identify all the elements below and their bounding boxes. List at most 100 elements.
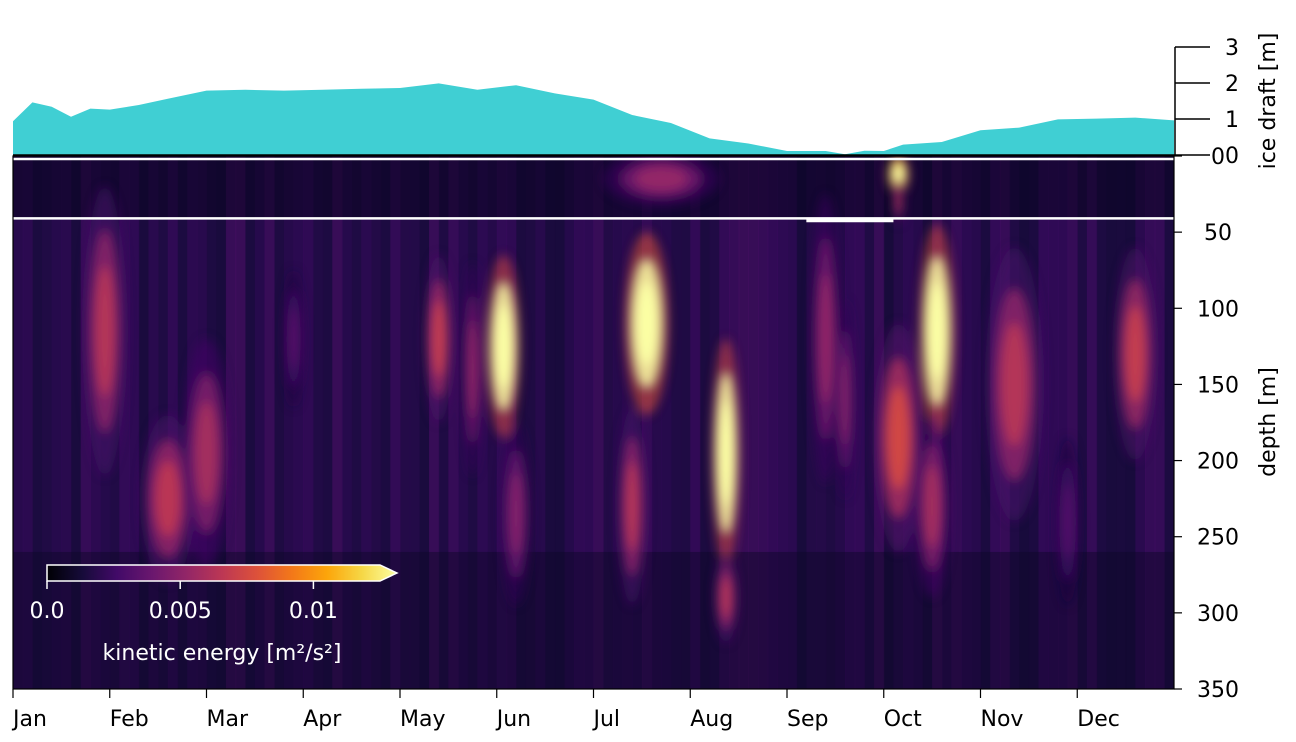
heatmap-stripe — [487, 156, 498, 689]
heatmap-stripe — [641, 156, 653, 689]
energy-blob — [928, 283, 946, 380]
heatmap-stripe — [71, 156, 82, 689]
heatmap-stripe — [1048, 156, 1059, 689]
heatmap-stripe — [371, 156, 382, 689]
depth-axis-label: depth [m] — [1256, 367, 1281, 477]
heatmap-stripe — [419, 156, 430, 689]
month-tick-label: Dec — [1077, 707, 1120, 732]
month-x-ticks: Jan Feb Mar Apr May Jun Jul Aug Sep Oct Nov Dec — [11, 689, 1120, 732]
month-tick-label: Feb — [110, 707, 149, 732]
heatmap-stripe — [13, 156, 24, 689]
heatmap-stripe — [699, 156, 711, 689]
heatmap-stripe — [1106, 156, 1117, 689]
heatmap-stripe — [545, 156, 556, 689]
energy-blob — [819, 273, 833, 404]
heatmap-stripe — [535, 156, 546, 689]
ice-draft-tick-label: 2 — [1225, 72, 1239, 97]
heatmap-stripe — [235, 156, 246, 689]
heatmap-stripe — [854, 156, 865, 689]
heatmap-stripe — [380, 156, 391, 689]
energy-blob — [195, 401, 218, 505]
ice-draft-tick-label: 3 — [1225, 36, 1239, 61]
depth-tick-label: 200 — [1197, 450, 1239, 475]
month-tick-label: Oct — [884, 707, 922, 732]
month-tick-label: May — [400, 707, 445, 732]
heatmap-stripe — [322, 156, 333, 689]
colorbar-tick-label: 0.005 — [149, 599, 212, 624]
energy-blob — [155, 460, 180, 537]
heatmap-stripe — [583, 156, 595, 689]
heatmap-stripe — [758, 156, 769, 689]
heatmap-stripe — [864, 156, 875, 689]
energy-blob — [840, 355, 850, 445]
colorbar-bar — [46, 564, 399, 582]
heatmap-stripe — [980, 156, 991, 689]
colorbar: 0.0 0.005 0.01 kinetic energy [m²/s²] — [30, 564, 399, 666]
colorbar-tick-label: 0.01 — [289, 599, 338, 624]
depth-tick-label: 50 — [1204, 221, 1232, 246]
heatmap-white-lines — [13, 157, 1174, 223]
heatmap-stripe — [970, 156, 982, 689]
heatmap-stripe — [1057, 156, 1069, 689]
heatmap-stripe — [245, 156, 256, 689]
heatmap-stripe — [1096, 156, 1107, 689]
heatmap-stripe — [225, 156, 237, 689]
energy-blob — [625, 461, 639, 551]
energy-blob — [720, 577, 732, 619]
heatmap-stripe — [138, 156, 150, 689]
heatmap-canvas — [13, 156, 1174, 689]
energy-blob — [1001, 322, 1028, 447]
heatmap-stripe — [554, 156, 566, 689]
heatmap-stripe — [796, 156, 807, 689]
heatmap-stripe — [767, 156, 778, 689]
heatmap-stripe — [148, 156, 159, 689]
heatmap-stripe — [1164, 156, 1174, 689]
energy-blob — [468, 321, 477, 418]
energy-blob — [432, 301, 446, 377]
colorbar-ticks: 0.0 0.005 0.01 — [30, 581, 338, 624]
month-tick-label: Jan — [11, 707, 47, 732]
month-tick-label: Jul — [592, 707, 621, 732]
heatmap-stripe — [51, 156, 62, 689]
heatmap-stripe — [680, 156, 691, 689]
energy-blob — [1062, 483, 1073, 560]
heatmap-energy-blobs — [83, 156, 1157, 644]
heatmap-stripe — [400, 156, 411, 689]
energy-blob — [635, 166, 688, 192]
heatmap-surface-shade — [13, 156, 1174, 219]
month-tick-label: Aug — [690, 707, 733, 732]
heatmap-stripe — [806, 156, 817, 689]
depth-tick-label: 300 — [1197, 602, 1239, 627]
heatmap-stripe — [477, 156, 488, 689]
ice-draft-axis-label: ice draft [m] — [1256, 33, 1281, 170]
heatmap-stripe — [332, 156, 343, 689]
heatmap-stripe — [61, 156, 72, 689]
heatmap-stripe — [409, 156, 420, 689]
depth-tick-label: 0 — [1211, 145, 1225, 170]
energy-blob — [1125, 306, 1145, 402]
heatmap-stripe — [961, 156, 972, 689]
heatmap-stripe — [80, 156, 91, 689]
energy-blob — [289, 307, 298, 370]
heatmap-stripe — [22, 156, 33, 689]
heatmap-stripe — [1086, 156, 1098, 689]
heatmap-stripe — [254, 156, 266, 689]
heatmap-stripe — [564, 156, 575, 689]
month-tick-label: Sep — [787, 707, 828, 732]
energy-blob — [509, 472, 523, 555]
energy-blob — [893, 164, 904, 184]
heatmap-stripe — [361, 156, 372, 689]
energy-blob — [495, 305, 512, 388]
month-tick-label: Jun — [495, 707, 531, 732]
heatmap-stripe — [351, 156, 362, 689]
ice-draft-area — [13, 83, 1174, 155]
heatmap-stripe — [612, 156, 624, 689]
depth-tick-label: 250 — [1197, 526, 1239, 551]
ice-draft-tick-label: 0 — [1225, 144, 1239, 169]
colorbar-tick-label: 0.0 — [30, 599, 65, 624]
heatmap-stripe — [574, 156, 585, 689]
heatmap-stripe — [283, 156, 295, 689]
heatmap-stripe — [777, 156, 788, 689]
